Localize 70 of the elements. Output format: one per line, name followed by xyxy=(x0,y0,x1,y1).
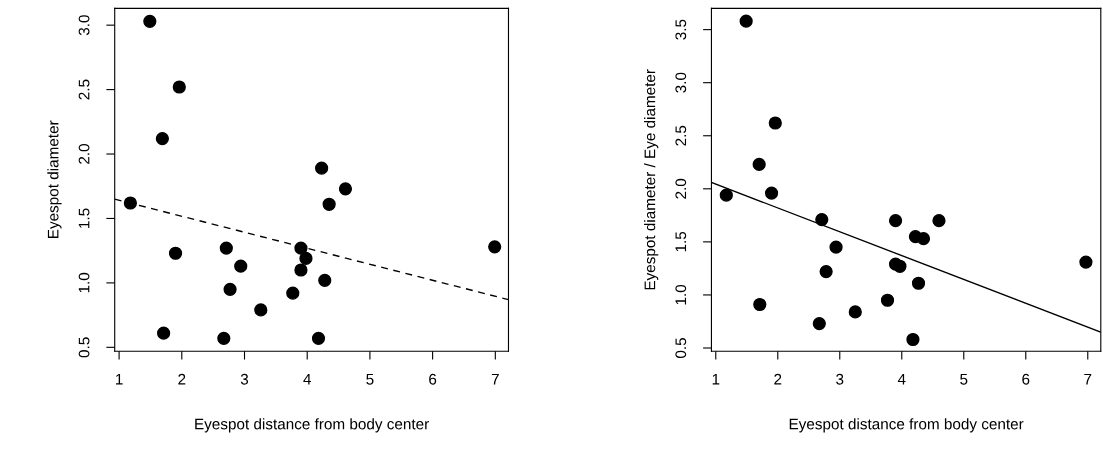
point xyxy=(916,232,931,246)
point xyxy=(819,264,833,279)
y-tick-label: 3.0 xyxy=(675,72,687,93)
point xyxy=(719,188,733,202)
x-tick-label: 3 xyxy=(836,373,844,385)
y-tick-label: 2.0 xyxy=(675,178,687,199)
point xyxy=(315,161,329,175)
point xyxy=(155,131,169,146)
point xyxy=(338,182,353,196)
y-axis-title: Eyespot diameter / Eye diameter xyxy=(644,69,659,290)
y-tick-label: 3.5 xyxy=(675,19,687,40)
y-tick-label: 1.5 xyxy=(675,231,687,252)
point xyxy=(254,303,268,317)
y-tick-label: 1.0 xyxy=(675,284,687,305)
y-axis-title: Eyespot diameter xyxy=(47,120,62,238)
x-tick-label: 6 xyxy=(1022,373,1030,385)
x-axis-title: Eyespot distance from body center xyxy=(195,418,429,433)
point xyxy=(812,316,826,331)
point xyxy=(753,297,767,312)
point xyxy=(311,331,326,345)
point xyxy=(322,197,336,211)
x-tick-label: 3 xyxy=(240,373,249,385)
point xyxy=(764,186,779,200)
point xyxy=(880,293,895,307)
x-tick-label: 1 xyxy=(712,373,720,385)
point xyxy=(168,246,183,260)
point xyxy=(1079,255,1093,269)
point xyxy=(932,214,946,228)
point xyxy=(299,251,313,265)
point xyxy=(848,305,862,319)
point xyxy=(888,214,903,228)
y-tick-label: 0.5 xyxy=(78,337,90,358)
point xyxy=(906,332,920,347)
x-tick-label: 2 xyxy=(178,373,186,385)
x-tick-label: 7 xyxy=(491,373,499,385)
point xyxy=(123,196,137,210)
y-tick-label: 3.0 xyxy=(78,15,90,36)
x-tick-label: 7 xyxy=(1084,373,1092,385)
point xyxy=(829,240,843,254)
x-tick-label: 2 xyxy=(774,373,782,385)
y-tick-label: 1.5 xyxy=(78,208,90,228)
point xyxy=(234,259,248,273)
point xyxy=(815,212,829,227)
point xyxy=(294,263,308,277)
point xyxy=(318,273,332,287)
y-tick-label: 2.0 xyxy=(78,144,90,164)
point xyxy=(488,240,502,254)
y-tick-label: 0.5 xyxy=(675,338,687,359)
point xyxy=(739,14,753,28)
y-tick-label: 1.0 xyxy=(78,272,90,293)
x-tick-label: 5 xyxy=(960,373,968,385)
point xyxy=(143,14,157,28)
point xyxy=(911,276,926,290)
y-tick-label: 2.5 xyxy=(675,125,687,146)
point xyxy=(286,286,300,300)
x-tick-label: 4 xyxy=(303,373,312,385)
x-tick-label: 4 xyxy=(897,373,906,385)
point xyxy=(893,259,907,273)
point xyxy=(219,241,233,255)
point xyxy=(157,326,171,340)
point xyxy=(172,80,186,94)
point xyxy=(768,116,782,130)
point xyxy=(217,331,231,345)
x-tick-label: 1 xyxy=(116,373,123,385)
point xyxy=(752,157,766,172)
y-tick-label: 2.5 xyxy=(78,79,90,100)
point xyxy=(223,282,237,296)
x-tick-label: 5 xyxy=(366,373,374,385)
x-axis-title: Eyespot distance from body center xyxy=(789,418,1024,433)
x-tick-label: 6 xyxy=(429,373,437,385)
